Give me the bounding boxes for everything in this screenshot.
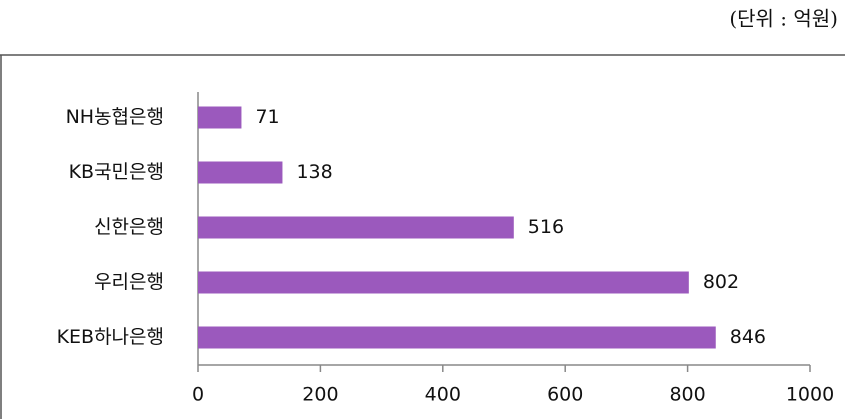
- y-tick-label: KB국민은행: [69, 161, 164, 183]
- bar: [198, 216, 514, 239]
- x-tick-label: 0: [192, 384, 204, 406]
- bar: [198, 271, 689, 294]
- bar: [198, 161, 283, 184]
- value-label: 71: [255, 106, 279, 128]
- x-tick-label: 200: [302, 384, 338, 406]
- bar: [198, 326, 716, 349]
- y-tick-label: KEB하나은행: [57, 326, 164, 348]
- value-label: 846: [730, 326, 766, 348]
- x-tick-label: 1000: [786, 384, 834, 406]
- y-tick-label: 우리은행: [94, 271, 164, 293]
- value-label: 516: [528, 216, 564, 238]
- x-tick-label: 600: [547, 384, 583, 406]
- value-label: 802: [703, 271, 739, 293]
- x-tick-label: 400: [425, 384, 461, 406]
- bar: [198, 106, 242, 129]
- value-label: 138: [296, 161, 332, 183]
- y-tick-label: 신한은행: [94, 216, 164, 238]
- y-tick-label: NH농협은행: [66, 106, 164, 128]
- x-tick-label: 800: [669, 384, 705, 406]
- chart-subtitle: (단위 : 억원): [729, 7, 838, 31]
